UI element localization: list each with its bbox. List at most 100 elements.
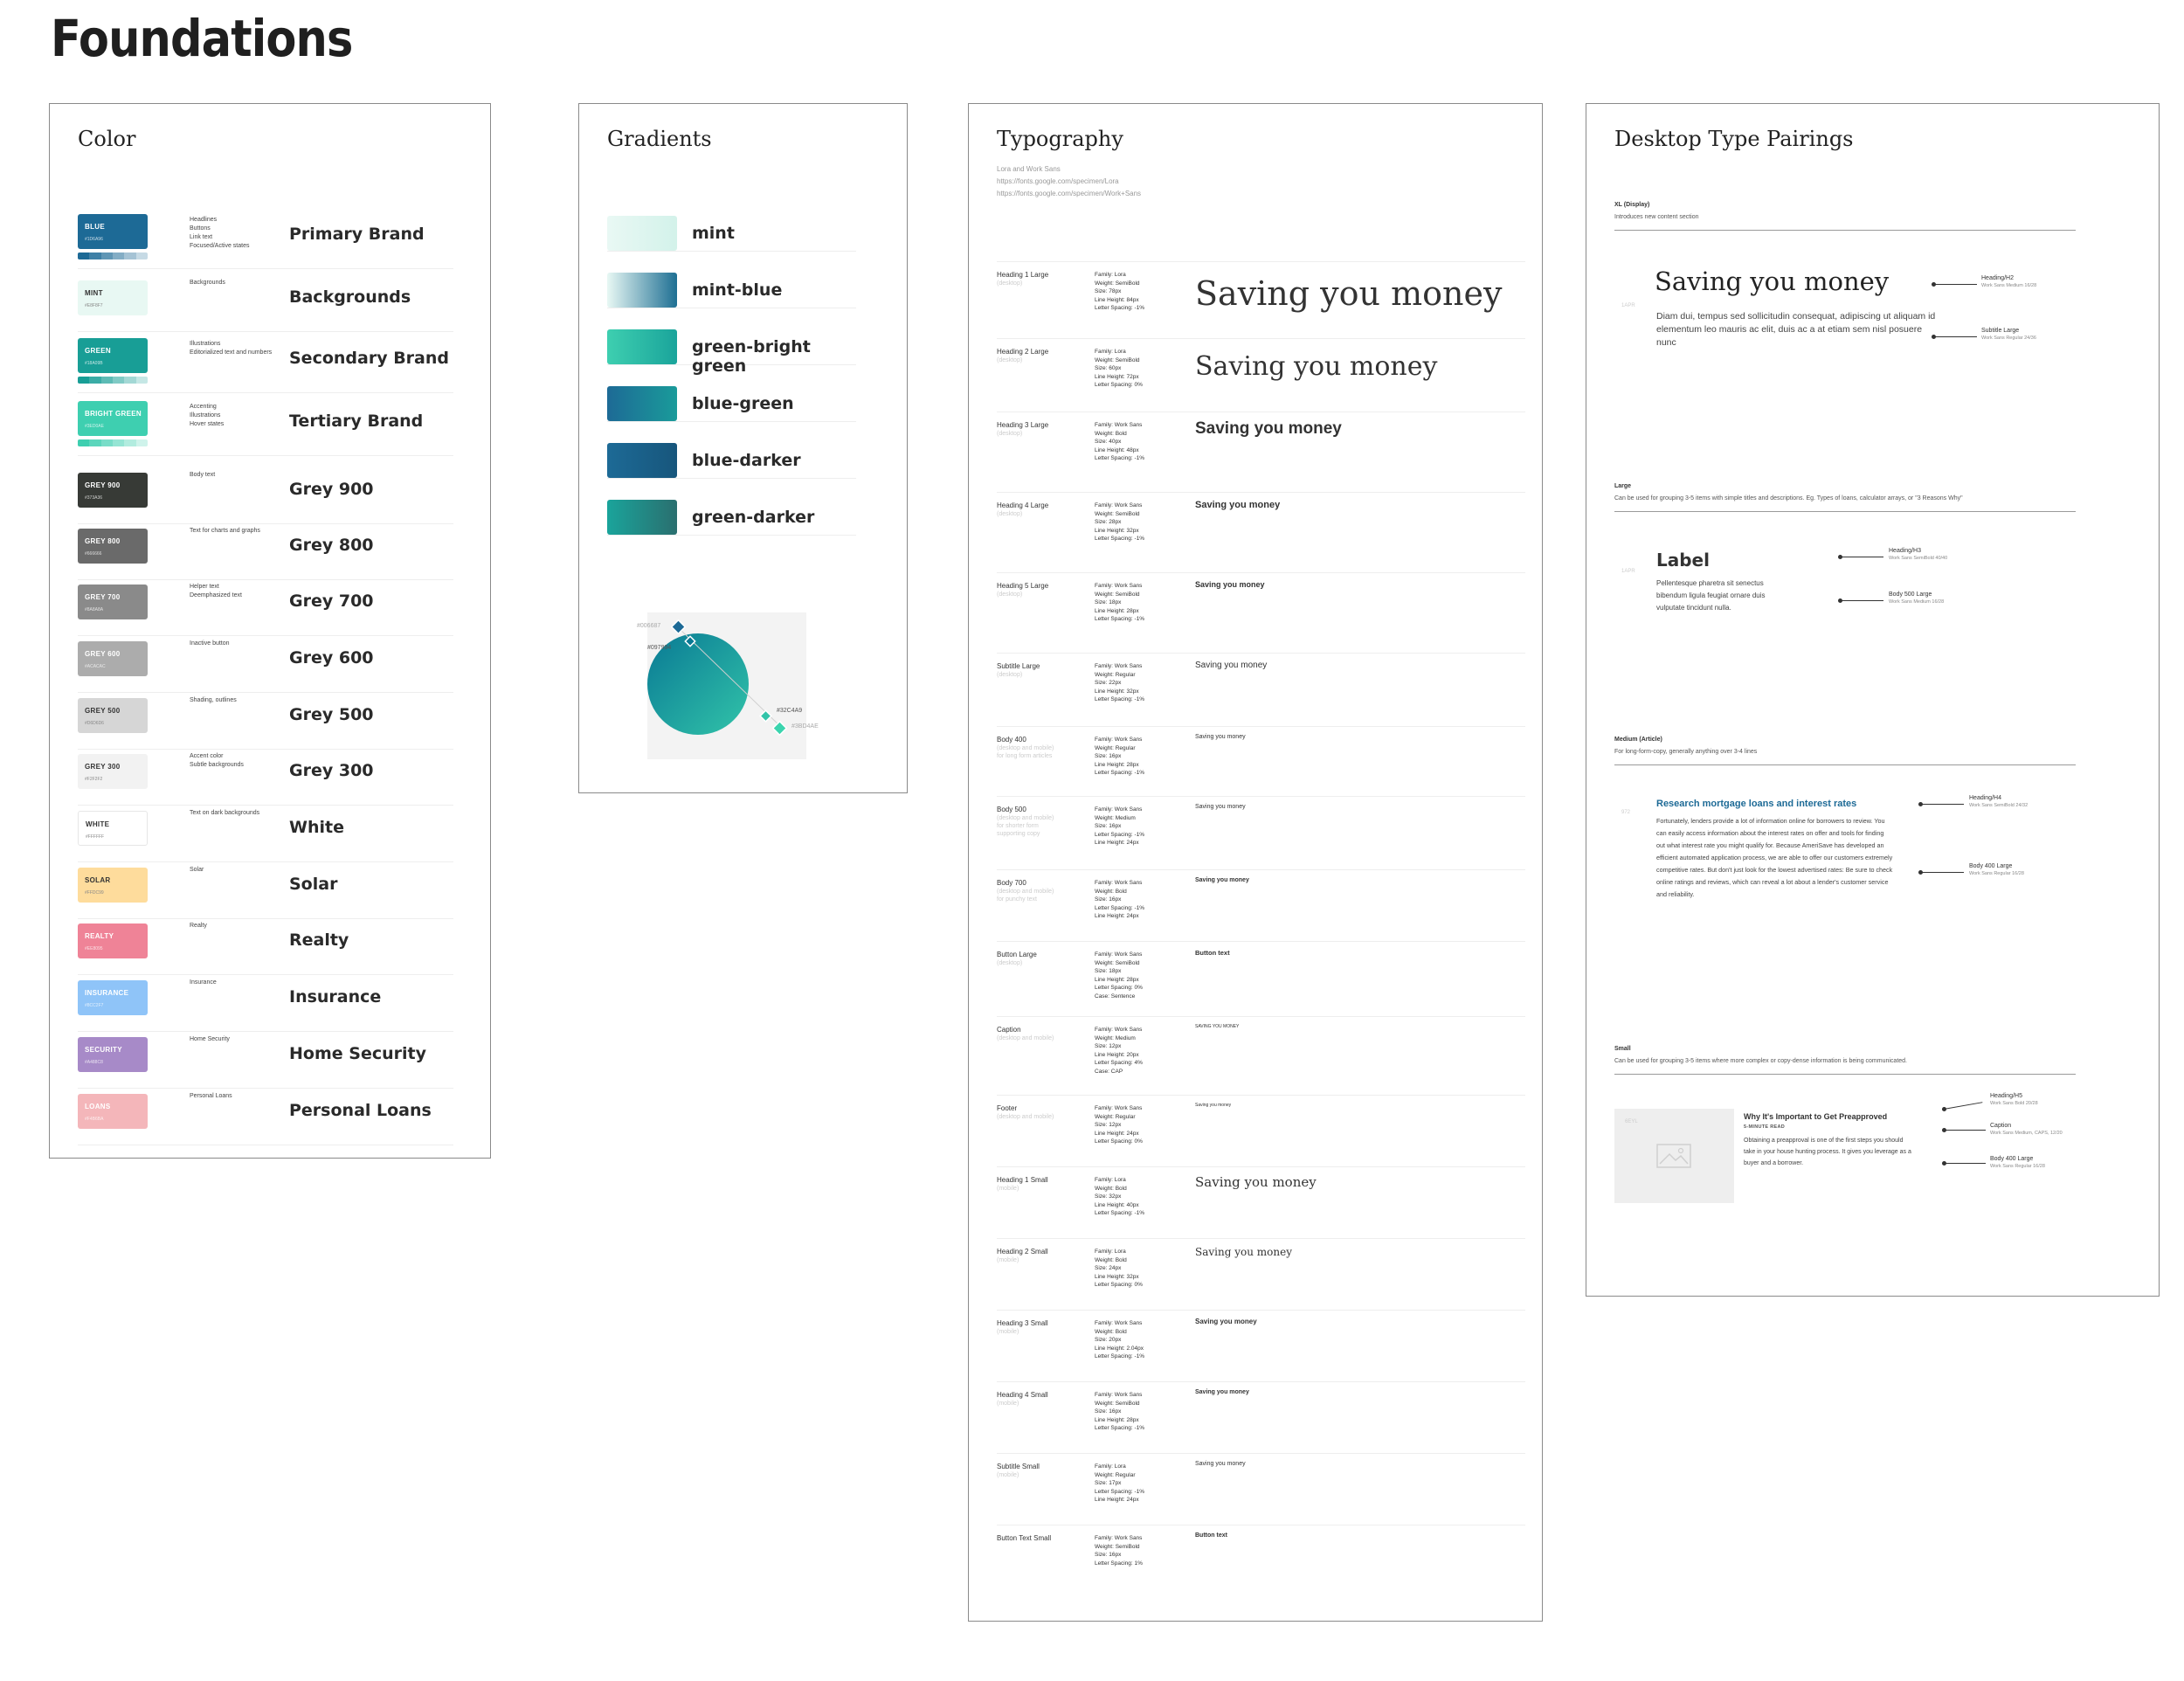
type-style-name: Heading 3 Large: [997, 421, 1049, 429]
large-ann2-spec: Work Sans Medium 16/28: [1889, 599, 1945, 605]
small-ann1-text: Heading/H5: [1990, 1093, 2022, 1099]
color-swatch[interactable]: GREEN #18A09B: [78, 338, 148, 373]
small-ann3-text: Body 400 Large: [1990, 1156, 2034, 1162]
type-style-note: (mobile): [997, 1257, 1019, 1263]
swatch-name: BRIGHT GREEN: [85, 410, 142, 418]
color-swatch[interactable]: GREY 800 #666666: [78, 529, 148, 564]
stop-1-label: #006687: [637, 623, 661, 629]
color-swatch[interactable]: MINT #E8F8F7: [78, 280, 148, 315]
small-ann2-spec: Work Sans Medium, CAPS, 12/20: [1990, 1131, 2063, 1136]
color-row: LOANS #F4B6BA Personal Loans Personal Loans: [78, 1092, 453, 1145]
color-usage: Backgrounds: [190, 280, 225, 286]
gradient-circle-graphic: [647, 619, 788, 737]
color-swatch[interactable]: GREY 700 #8A8A8A: [78, 585, 148, 619]
gradient-swatch[interactable]: [607, 386, 677, 421]
type-style-name: Heading 4 Large: [997, 502, 1049, 509]
color-swatch[interactable]: REALTY #EE8095: [78, 924, 148, 958]
type-style-spec: Family: Work Sans Weight: Medium Size: 1…: [1095, 1027, 1143, 1075]
stop-3-label: #32C4A9: [777, 708, 803, 714]
type-style-row: Heading 2 Large (desktop) Family: Lora Wei…: [997, 338, 1525, 412]
gradient-row: green-darker: [607, 500, 856, 536]
color-swatch[interactable]: SOLAR #FFDC99: [78, 868, 148, 903]
swatch-name: GREY 700: [85, 593, 121, 601]
stop-4-handle[interactable]: [771, 720, 788, 737]
large-ann1: Heading/H3 Work Sans SemiBold 40/40: [1889, 548, 1947, 561]
type-style-spec: Family: Work Sans Weight: Regular Size: …: [1095, 737, 1145, 776]
xl-ann1: Heading/H2 Work Sans Medium 16/28: [1981, 275, 2036, 288]
color-row: GREY 500 #D6D6D6 Shading, outlines Grey 500: [78, 696, 453, 750]
color-swatch[interactable]: INSURANCE #8CC2F7: [78, 980, 148, 1015]
color-swatch[interactable]: GREY 300 #F2F2F2: [78, 754, 148, 789]
gradient-swatch[interactable]: [607, 273, 677, 308]
color-swatch[interactable]: WHITE #FFFFFF: [78, 811, 148, 846]
swatch-hex: #3ED0AE: [85, 424, 104, 429]
color-usage: Body text: [190, 472, 216, 478]
type-style-spec: Family: Work Sans Weight: Medium Size: 1…: [1095, 806, 1145, 846]
type-style-name: Heading 1 Large: [997, 271, 1049, 279]
large-ann2-text: Body 500 Large: [1889, 591, 1932, 598]
type-style-note: (desktop and mobile): [997, 1114, 1054, 1120]
type-style-note: (desktop): [997, 672, 1023, 678]
type-style-sample: Saving you money: [1195, 804, 1246, 810]
type-style-spec: Family: Work Sans Weight: Regular Size: …: [1095, 663, 1145, 702]
swatch-name: GREY 800: [85, 537, 121, 545]
medium-tag: 972: [1621, 810, 1631, 815]
type-style-spec: Family: Work Sans Weight: Bold Size: 20p…: [1095, 1320, 1145, 1359]
gradient-row: mint: [607, 216, 856, 252]
type-style-sample: Saving you money: [1195, 734, 1246, 740]
xl-section-label: XL (Display): [1614, 202, 1650, 208]
gradient-swatch[interactable]: [607, 500, 677, 535]
medium-ann2-text: Body 400 Large: [1969, 863, 2013, 869]
swatch-hex: #8A8A8A: [85, 607, 104, 612]
swatch-hex: #EE8095: [85, 946, 103, 951]
type-style-note: (mobile): [997, 1186, 1019, 1192]
color-usage: Text on dark backgrounds: [190, 810, 260, 816]
type-style-row: Body 400 (desktop and mobile) for long fo…: [997, 726, 1525, 797]
stop-1-handle[interactable]: [670, 619, 687, 635]
type-style-sample: Saving you money: [1195, 1174, 1317, 1190]
swatch-name: GREY 600: [85, 650, 121, 658]
stop-3-handle[interactable]: [759, 709, 772, 723]
type-style-name: Heading 2 Small: [997, 1248, 1048, 1256]
type-style-sample: Saving you money: [1195, 1318, 1257, 1325]
color-row: GREY 900 #373A36 Body text Grey 900: [78, 471, 453, 524]
type-style-sample: Saving you money: [1195, 1103, 1232, 1108]
type-style-row: Footer (desktop and mobile) Family: Work S…: [997, 1095, 1525, 1167]
color-swatch[interactable]: GREY 900 #373A36: [78, 473, 148, 508]
type-style-sample: SAVING YOU MONEY: [1195, 1024, 1240, 1029]
medium-ann2-spec: Work Sans Regular 16/28: [1969, 871, 2024, 876]
type-style-spec: Family: Work Sans Weight: Regular Size: …: [1095, 1105, 1143, 1145]
color-swatch[interactable]: GREY 600 #ACACAC: [78, 641, 148, 676]
swatch-name: WHITE: [86, 820, 110, 828]
medium-heading[interactable]: Research mortgage loans and interest rat…: [1656, 799, 1857, 809]
color-swatch[interactable]: BLUE #1D6A96: [78, 214, 148, 249]
lora-link[interactable]: https://fonts.google.com/specimen/Lora: [997, 177, 1119, 185]
xl-ann2-leader: [1933, 336, 1977, 337]
color-row: SOLAR #FFDC99 Solar Solar: [78, 866, 453, 919]
xl-ann2-text: Subtitle Large: [1981, 328, 2020, 334]
type-style-name: Body 700: [997, 879, 1026, 887]
color-swatch[interactable]: LOANS #F4B6BA: [78, 1094, 148, 1129]
work-sans-link[interactable]: https://fonts.google.com/specimen/Work+S…: [997, 190, 1142, 197]
stop-2-handle[interactable]: [684, 635, 696, 647]
gradient-swatch[interactable]: [607, 329, 677, 364]
medium-ann1-spec: Work Sans SemiBold 24/32: [1969, 803, 2028, 808]
swatch-hex: #8CC2F7: [85, 1003, 104, 1008]
typography-panel-title: Typography: [997, 127, 1123, 151]
color-name: Personal Loans: [289, 1101, 432, 1120]
gradients-panel-title: Gradients: [607, 127, 712, 151]
color-swatch[interactable]: BRIGHT GREEN #3ED0AE: [78, 401, 148, 436]
gradient-label: mint: [692, 224, 735, 243]
xl-ann1-text: Heading/H2: [1981, 275, 2014, 281]
gradient-swatch[interactable]: [607, 443, 677, 478]
color-name: Grey 800: [289, 536, 374, 555]
type-style-name: Heading 1 Small: [997, 1176, 1048, 1184]
color-swatch[interactable]: SECURITY #A488C8: [78, 1037, 148, 1072]
small-ann3-leader: [1944, 1163, 1986, 1164]
color-swatch[interactable]: GREY 500 #D6D6D6: [78, 698, 148, 733]
small-heading[interactable]: Why It's Important to Get Preapproved: [1744, 1112, 1888, 1121]
type-style-name: Body 500: [997, 806, 1026, 813]
gradient-swatch[interactable]: [607, 216, 677, 251]
type-style-name: Heading 2 Large: [997, 348, 1049, 356]
gradient-label: green-darker: [692, 508, 815, 527]
